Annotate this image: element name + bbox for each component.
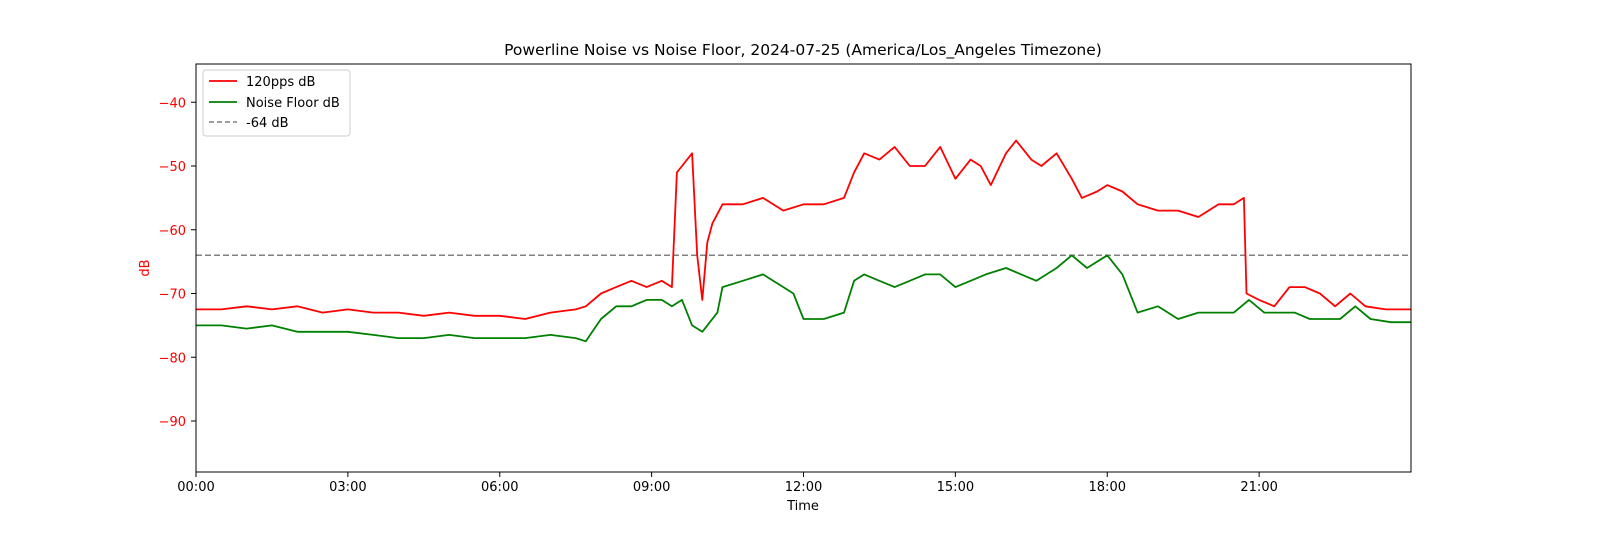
x-tick-label: 06:00 — [481, 480, 518, 495]
x-axis-label: Time — [786, 499, 819, 514]
x-tick-label: 12:00 — [785, 480, 822, 495]
series-line-noise-floor — [196, 254, 1411, 343]
legend-box — [202, 69, 351, 137]
x-tick-label: 18:00 — [1089, 480, 1126, 495]
y-tick-label: −90 — [159, 415, 186, 430]
x-tick-label: 21:00 — [1240, 480, 1277, 495]
plot-frame — [195, 63, 1412, 473]
y-tick-label: −40 — [159, 96, 186, 111]
legend-label-noise-floor: Noise Floor dB — [246, 96, 340, 111]
plot-area — [196, 139, 1411, 343]
y-tick-label: −50 — [159, 160, 186, 175]
y-tick-label: −70 — [159, 288, 186, 303]
legend-label-120pps: 120pps dB — [246, 75, 315, 90]
series-line-120pps — [196, 139, 1411, 320]
x-tick-label: 15:00 — [937, 480, 974, 495]
y-tick-label: −60 — [159, 224, 186, 239]
chart-title: Powerline Noise vs Noise Floor, 2024-07-… — [504, 41, 1102, 60]
x-tick-label: 09:00 — [633, 480, 670, 495]
legend: 120pps dB Noise Floor dB -64 dB — [202, 69, 351, 137]
legend-label-threshold: -64 dB — [246, 116, 289, 131]
x-tick-label: 03:00 — [329, 480, 366, 495]
axis-ticks: 00:00 03:00 06:00 09:00 12:00 15:00 18:00 21:00… — [159, 96, 1278, 495]
y-tick-label: −80 — [159, 351, 186, 366]
y-axis-label: dB — [138, 259, 153, 276]
x-tick-label: 00:00 — [177, 480, 214, 495]
